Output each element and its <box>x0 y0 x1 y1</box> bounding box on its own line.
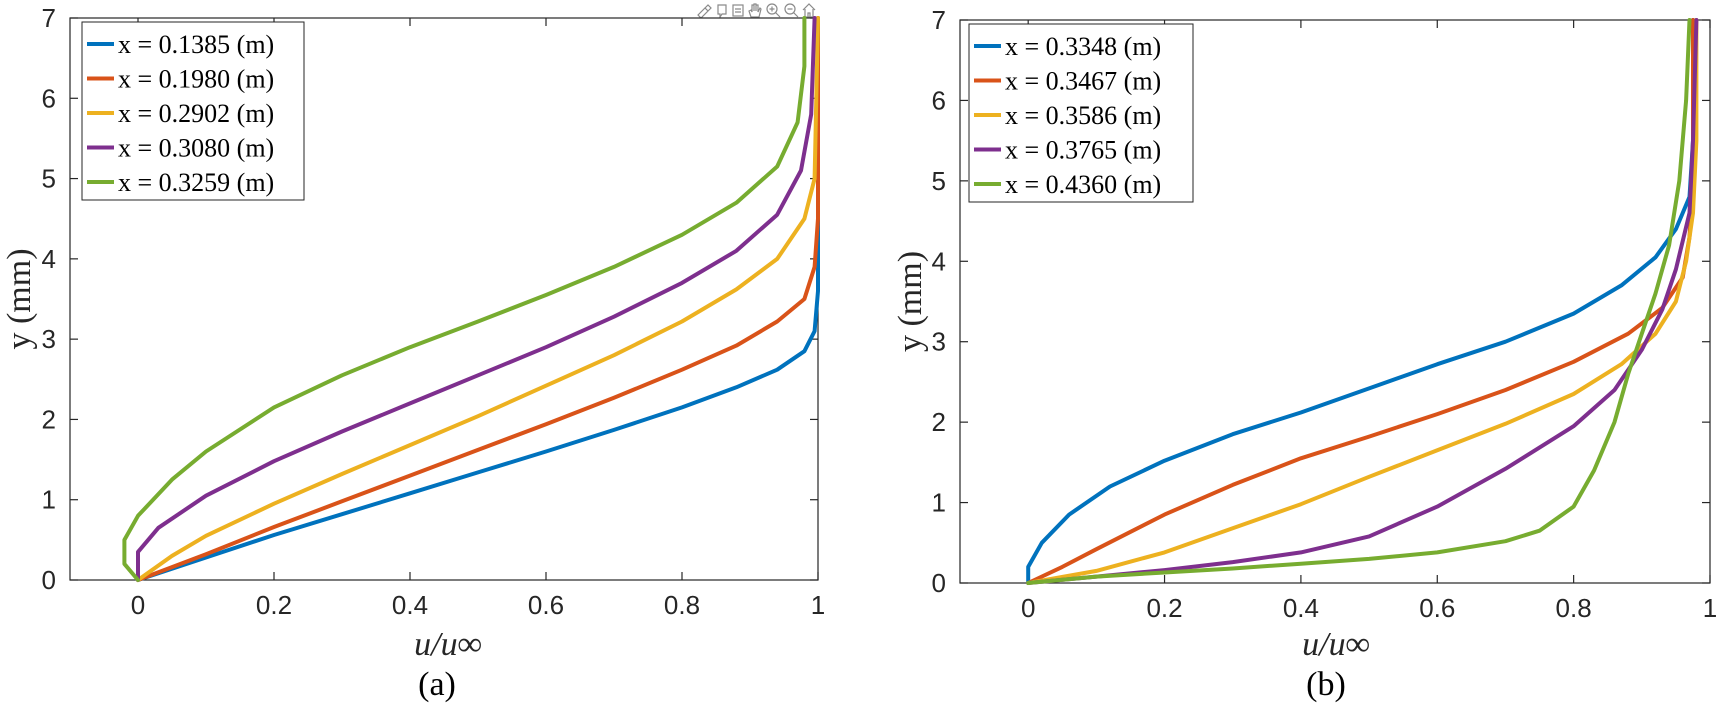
pan-hand-icon[interactable] <box>748 3 762 18</box>
y-tick-label: 2 <box>932 407 946 437</box>
y-tick-label: 5 <box>42 164 56 194</box>
legend-box <box>81 21 305 201</box>
legend-box <box>968 23 1194 203</box>
legend[interactable]: x = 0.3348 (m) x = 0.3467 (m) x = 0.3586 (… <box>968 23 1194 203</box>
x-tick-label: 0.6 <box>1419 593 1455 623</box>
legend-entry: x = 0.3259 (m) <box>118 168 274 197</box>
legend-entry: x = 0.3080 (m) <box>118 134 274 163</box>
legend-entry: x = 0.3586 (m) <box>1005 101 1161 130</box>
y-axis-label: y (mm) <box>1 248 38 349</box>
series-line-3 <box>136 16 820 582</box>
y-tick-label: 2 <box>42 404 56 434</box>
zoom-out-icon[interactable] <box>784 3 799 18</box>
series-line-2 <box>136 16 820 582</box>
x-tick-label: 0.8 <box>1556 593 1592 623</box>
x-tick-label: 0 <box>1021 593 1035 623</box>
figure-caption: (a) <box>418 666 456 703</box>
legend-entry: x = 0.3765 (m) <box>1005 136 1161 165</box>
legend-entry: x = 0.4360 (m) <box>1005 170 1161 199</box>
y-tick-label: 7 <box>42 3 56 33</box>
y-tick-label: 0 <box>932 568 946 598</box>
legend-entry: x = 0.2902 (m) <box>118 99 274 128</box>
y-tick-label: 7 <box>932 5 946 35</box>
legend[interactable]: x = 0.1385 (m) x = 0.1980 (m) x = 0.2902 (… <box>81 21 305 201</box>
y-tick-label: 3 <box>42 324 56 354</box>
x-tick-label: 1 <box>811 590 825 620</box>
x-tick-label: 0.4 <box>1283 593 1319 623</box>
legend-entry: x = 0.1385 (m) <box>118 30 274 59</box>
x-tick-label: 1 <box>1703 593 1717 623</box>
y-tick-label: 5 <box>932 166 946 196</box>
series-line-5 <box>1026 18 1692 585</box>
x-tick-label: 0.4 <box>392 590 428 620</box>
y-tick-label: 1 <box>42 485 56 515</box>
x-tick-label: 0.6 <box>528 590 564 620</box>
x-tick-label: 0.2 <box>256 590 292 620</box>
y-tick-label: 6 <box>932 85 946 115</box>
datatip-icon[interactable] <box>717 4 727 19</box>
y-tick-label: 4 <box>932 246 946 276</box>
legend-entry: x = 0.3467 (m) <box>1005 67 1161 96</box>
x-tick-label: 0.8 <box>664 590 700 620</box>
series-line-1 <box>1026 18 1695 585</box>
legend-entry: x = 0.3348 (m) <box>1005 32 1161 61</box>
plot-toolbar[interactable] <box>697 3 816 19</box>
x-tick-label: 0.2 <box>1146 593 1182 623</box>
series-line-4 <box>136 16 817 582</box>
series-line-3 <box>1026 18 1699 585</box>
y-tick-label: 6 <box>42 83 56 113</box>
x-axis-label: u/u∞ <box>414 626 482 663</box>
y-tick-label: 4 <box>42 244 56 274</box>
brush-icon[interactable] <box>697 4 712 19</box>
y-tick-label: 1 <box>932 488 946 518</box>
figure-caption: (b) <box>1306 666 1346 703</box>
x-tick-label: 0 <box>131 590 145 620</box>
y-axis-label: y (mm) <box>892 251 929 352</box>
series-line-1 <box>136 16 820 582</box>
legend-entry: x = 0.1980 (m) <box>118 65 274 94</box>
y-tick-label: 0 <box>42 565 56 595</box>
x-axis-label: u/u∞ <box>1302 626 1370 663</box>
rotate-icon[interactable] <box>732 4 744 17</box>
y-tick-label: 3 <box>932 327 946 357</box>
series-line-4 <box>1026 18 1699 585</box>
home-icon[interactable] <box>802 3 816 18</box>
series-line-5 <box>122 16 807 582</box>
zoom-in-icon[interactable] <box>766 3 781 18</box>
